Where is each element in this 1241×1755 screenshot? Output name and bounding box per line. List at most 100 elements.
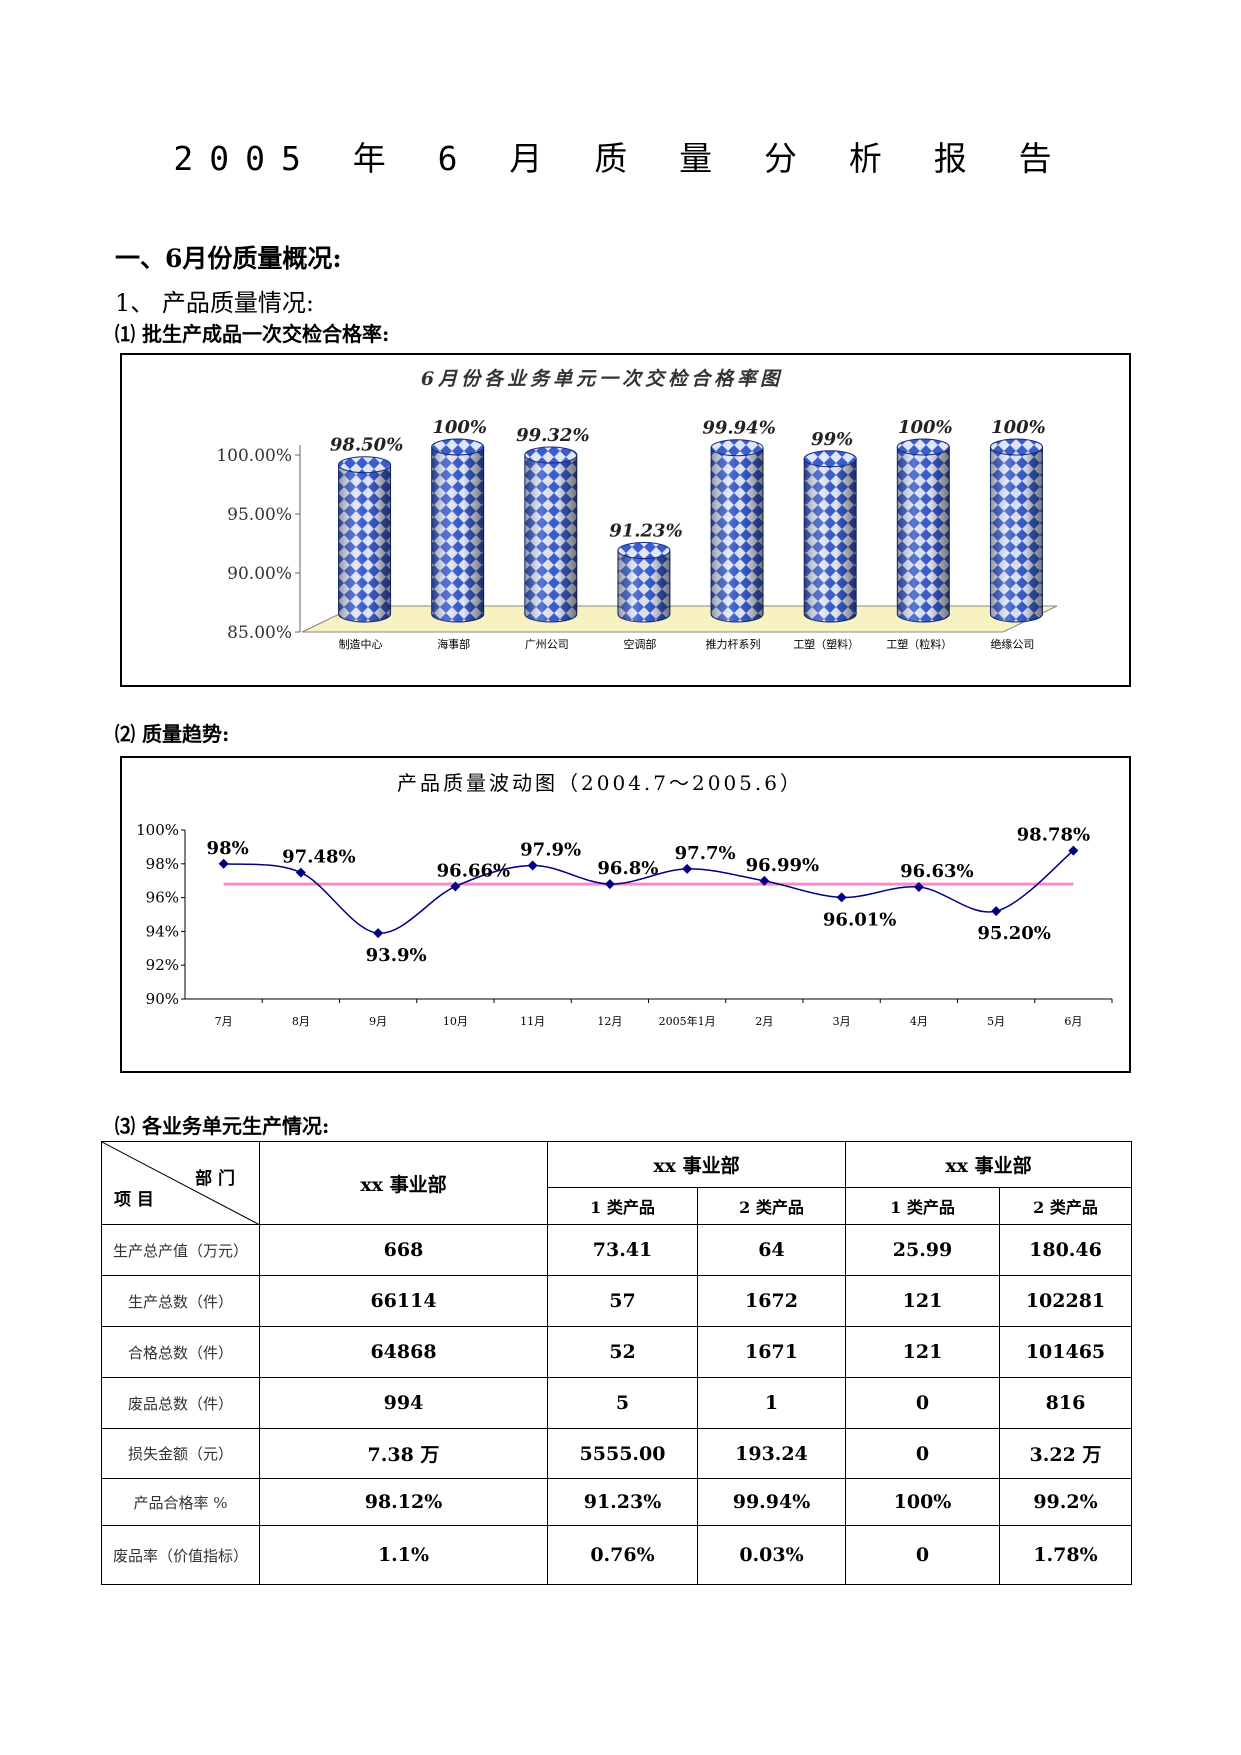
line-y-tick-label: 92% [146, 956, 179, 974]
point-label: 97.48% [282, 847, 355, 868]
bar-category-label: 推力杆系列 [706, 637, 761, 651]
data-point [450, 881, 461, 892]
bar-y-tick-label: 95.00% [227, 505, 292, 525]
table-cell: 816 [999, 1377, 1132, 1429]
table-cell: 100% [845, 1478, 1000, 1526]
bar-category-label: 工塑（粒料） [886, 637, 952, 651]
table-cell: 64868 [259, 1326, 548, 1378]
table-cell: 1672 [697, 1275, 846, 1327]
line-y-tick-label: 90% [146, 990, 179, 1008]
point-label: 95.20% [977, 923, 1050, 944]
line-chart-title: 产品质量波动图（2004.7～2005.6） [397, 771, 803, 795]
line-category-label: 6月 [1064, 1015, 1082, 1028]
line-chart-frame: 产品质量波动图（2004.7～2005.6） 100% 98% 96% 94% 92% 9… [120, 756, 1131, 1073]
table-cell: 0 [845, 1525, 1000, 1585]
production-table: 部 门 项 目 xx 事业部 xx 事业部 xx 事业部 1 类产品 2 类产品… [101, 1141, 1132, 1585]
table-row: 废品总数（件） 994 5 1 0 816 [101, 1377, 1132, 1429]
table-row: 生产总数（件） 66114 57 1672 121 102281 [101, 1275, 1132, 1327]
line-category-label: 11月 [520, 1015, 545, 1028]
bar-data-label: 91.23% [609, 520, 682, 541]
point-label: 97.7% [675, 843, 736, 864]
bar [803, 450, 857, 623]
table-row: 合格总数（件） 64868 52 1671 121 101465 [101, 1326, 1132, 1378]
bar-chart-title: 6月份各业务单元一次交检合格率图 [421, 368, 783, 390]
sub-header-b1: 1 类产品 [845, 1187, 1000, 1225]
line-category-label: 2月 [755, 1015, 773, 1028]
data-point [527, 860, 538, 871]
bar-category-label: 空调部 [623, 637, 656, 651]
bar-category-label: 工塑（塑料） [793, 637, 859, 651]
bar [710, 439, 764, 623]
point-label: 98% [207, 838, 249, 859]
table-row: 生产总产值（万元） 668 73.41 64 25.99 180.46 [101, 1224, 1132, 1276]
table-cell: 1.78% [999, 1525, 1132, 1585]
bar [524, 446, 578, 623]
line-category-label: 10月 [443, 1015, 468, 1028]
line-category-label: 9月 [369, 1015, 387, 1028]
row-label: 废品率（价值指标） [101, 1525, 260, 1585]
table-cell: 994 [259, 1377, 548, 1429]
table-cell: 99.94% [697, 1478, 846, 1526]
row-label: 合格总数（件） [101, 1326, 260, 1378]
table-corner-header: 部 门 项 目 [101, 1141, 260, 1225]
bar-data-label: 98.50% [330, 435, 403, 456]
item-heading-trend: ⑵ 质量趋势: [115, 722, 230, 746]
bar-category-label: 绝缘公司 [990, 637, 1034, 651]
table-cell: 121 [845, 1326, 1000, 1378]
point-label: 96.63% [900, 861, 973, 882]
point-label: 96.8% [597, 858, 658, 879]
corner-item-label: 项 目 [114, 1190, 154, 1210]
point-label: 98.78% [1017, 825, 1090, 846]
data-point [836, 892, 847, 903]
item-heading-pass-rate: ⑴ 批生产成品一次交检合格率: [115, 322, 390, 346]
table-cell: 52 [547, 1326, 698, 1378]
bar-data-label: 100% [991, 417, 1046, 438]
data-point [218, 858, 229, 869]
table-cell: 25.99 [845, 1224, 1000, 1276]
bar-category-label: 制造中心 [339, 637, 383, 651]
line-category-label: 4月 [910, 1015, 928, 1028]
line-category-label: 3月 [833, 1015, 851, 1028]
bar-y-tick-label: 100.00% [216, 446, 292, 466]
data-point [991, 906, 1002, 917]
table-cell: 101465 [999, 1326, 1132, 1378]
data-point [604, 879, 615, 890]
dept-a-header: xx 事业部 [547, 1141, 846, 1188]
table-cell: 0 [845, 1377, 1000, 1429]
line-y-tick-label: 94% [146, 922, 179, 940]
line-chart: 产品质量波动图（2004.7～2005.6） 100% 98% 96% 94% 92% 9… [136, 771, 1113, 1028]
item-heading-production: ⑶ 各业务单元生产情况: [115, 1114, 330, 1138]
bar [896, 438, 950, 623]
data-point [295, 867, 306, 878]
dept-b-header: xx 事业部 [845, 1141, 1132, 1188]
row-label: 生产总产值（万元） [101, 1224, 260, 1276]
table-cell: 0 [845, 1428, 1000, 1479]
table-cell: 0.03% [697, 1525, 846, 1585]
table-cell: 5 [547, 1377, 698, 1429]
row-label: 废品总数（件） [101, 1377, 260, 1429]
bar-category-label: 海事部 [437, 637, 470, 651]
line-category-label: 12月 [597, 1015, 622, 1028]
table-row: 产品合格率 % 98.12% 91.23% 99.94% 100% 99.2% [101, 1478, 1132, 1526]
line-category-label: 8月 [292, 1015, 310, 1028]
table-cell: 91.23% [547, 1478, 698, 1526]
data-point [1068, 845, 1079, 856]
point-label: 96.01% [823, 909, 896, 930]
table-cell: 1.1% [259, 1525, 548, 1585]
data-point [373, 928, 384, 939]
bar-data-label: 99.32% [516, 425, 589, 446]
line-category-label: 2005年1月 [659, 1014, 716, 1028]
table-cell: 193.24 [697, 1428, 846, 1479]
line-y-tick-label: 98% [146, 855, 179, 873]
table-cell: 57 [547, 1275, 698, 1327]
point-label: 93.9% [366, 945, 427, 966]
bar-y-tick-label: 90.00% [227, 564, 292, 584]
line-y-tick-label: 96% [146, 889, 179, 907]
series-line [223, 850, 1074, 934]
table-cell: 180.46 [999, 1224, 1132, 1276]
dept-main-header: xx 事业部 [259, 1141, 548, 1225]
table-cell: 7.38 万 [259, 1428, 548, 1479]
line-y-tick-label: 100% [136, 821, 179, 839]
point-label: 97.9% [520, 839, 581, 860]
table-cell: 1671 [697, 1326, 846, 1378]
